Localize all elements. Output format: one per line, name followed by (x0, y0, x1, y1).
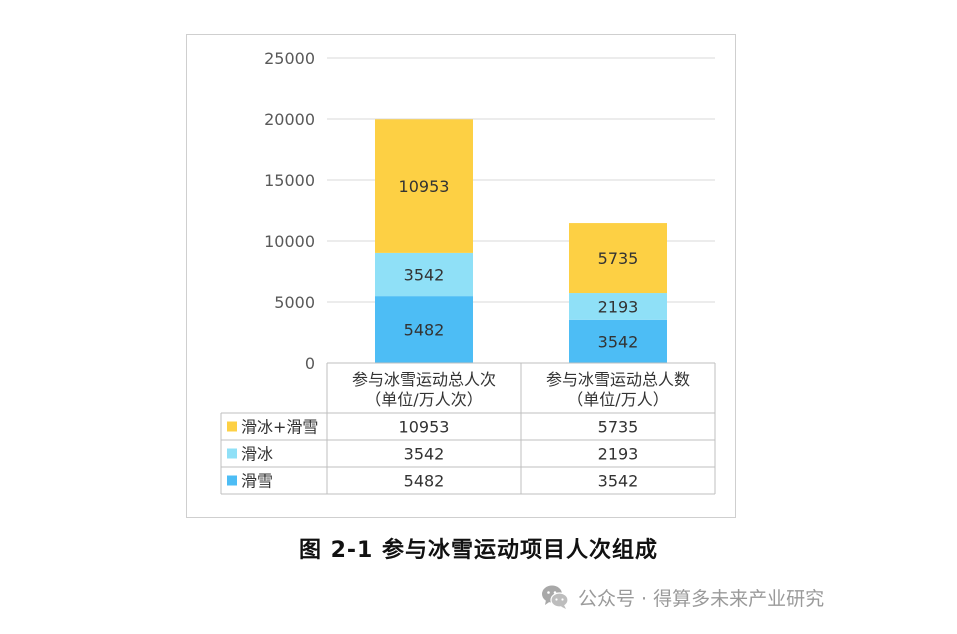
table-cell: 10953 (399, 418, 450, 437)
y-tick-label: 15000 (264, 171, 315, 190)
data-label: 3542 (404, 266, 445, 285)
y-tick-label: 25000 (264, 49, 315, 68)
data-label: 3542 (598, 332, 639, 351)
wechat-icon (542, 585, 569, 609)
legend-label: 滑冰 (241, 445, 273, 464)
chart-frame: 0 5000 10000 15000 20000 25000 5482 3542 10953 35… (186, 34, 736, 518)
table-cell: 5735 (598, 418, 639, 437)
y-tick-label: 20000 (264, 110, 315, 129)
category-label: 参与冰雪运动总人次 (352, 370, 496, 389)
stacked-bar-chart: 0 5000 10000 15000 20000 25000 5482 3542 10953 35… (220, 49, 716, 495)
legend-label: 滑冰+滑雪 (241, 418, 318, 437)
legend-label: 滑雪 (241, 472, 273, 491)
watermark-text: 公众号 · 得算多未来产业研究 (578, 587, 825, 610)
bar-segment (375, 252, 473, 297)
watermark: 公众号 · 得算多未来产业研究 (540, 582, 824, 612)
y-tick-label: 0 (305, 354, 315, 373)
data-label: 5482 (404, 321, 445, 340)
data-label: 5735 (598, 249, 639, 268)
y-tick-label: 10000 (264, 232, 315, 251)
table-cell: 3542 (598, 472, 639, 491)
legend-swatch (227, 448, 237, 459)
bar-segment (569, 293, 667, 320)
data-label: 2193 (598, 297, 639, 316)
table-cell: 5482 (404, 472, 445, 491)
table-cell: 3542 (404, 445, 445, 464)
table-cell: 2193 (598, 445, 639, 464)
legend-swatch (227, 421, 237, 432)
category-unit-label: （单位/万人） (567, 390, 668, 409)
bar-segment (375, 119, 473, 253)
data-label: 10953 (399, 177, 450, 196)
figure-caption: 图 2-1 参与冰雪运动项目人次组成 (298, 538, 659, 563)
category-label: 参与冰雪运动总人数 (546, 370, 690, 389)
bar-segment (569, 223, 667, 294)
bar-segment (375, 296, 473, 363)
legend-swatch (227, 475, 237, 486)
bar-segment (569, 319, 667, 363)
y-tick-label: 5000 (274, 293, 315, 312)
category-unit-label: （单位/万人次） (365, 390, 482, 409)
